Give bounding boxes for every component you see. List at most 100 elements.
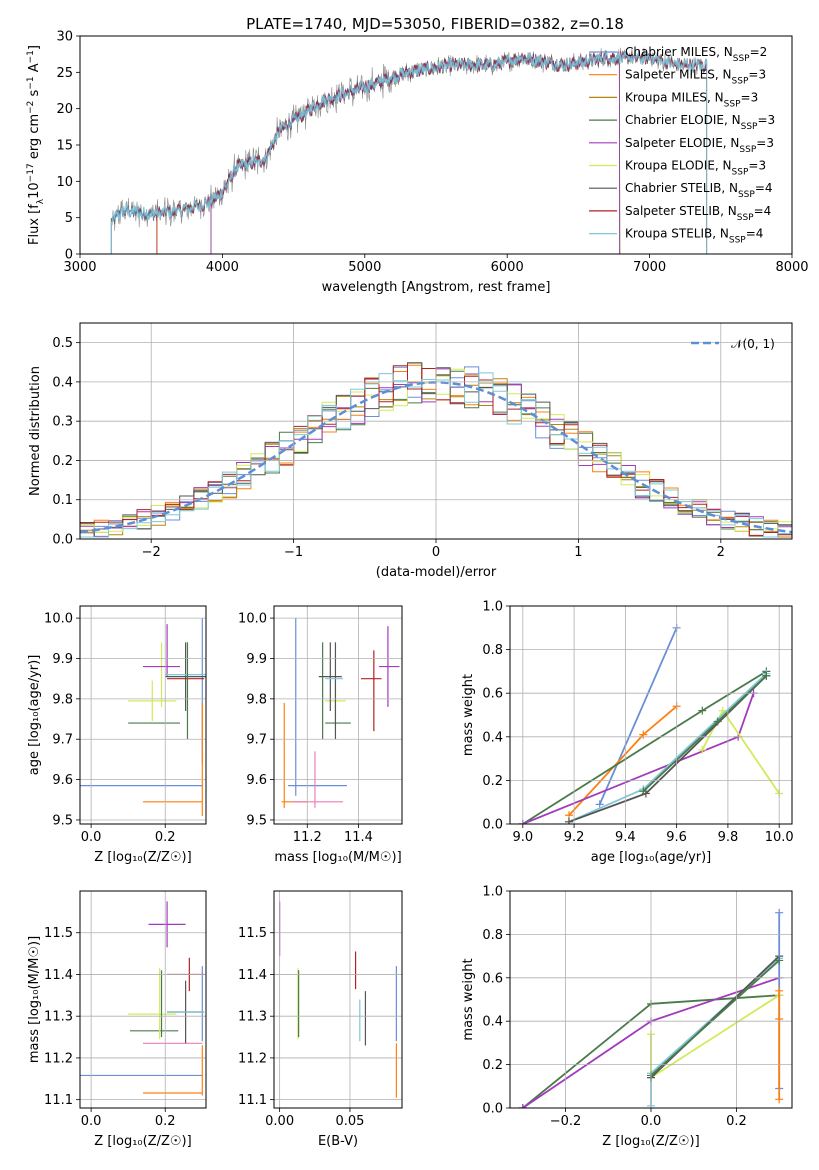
legend-text: Salpeter ELODIE, N (625, 136, 739, 150)
axes-frame (273, 605, 403, 825)
y-tick-label: 9.5 (246, 813, 267, 828)
y-tick-label: 0 (65, 248, 73, 263)
legend-subscript: SSP (724, 99, 741, 109)
y-axis-label: Flux [fλ10−17 erg cm−2 s−1 A−1] (26, 45, 46, 245)
x-tick-label: 11.2 (293, 830, 322, 845)
legend-text: Kroupa MILES, N (625, 90, 724, 104)
axes-frame (79, 322, 793, 540)
y-axis-label: Normed distribution (28, 366, 43, 496)
y-axis-label: mass [log₁₀(M/M☉)] (27, 936, 42, 1063)
x-tick-label: 0.00 (265, 1114, 294, 1129)
panel-mass_weight_vs_age: 9.0 9.2 9.4 9.6 9.8 10.0 0.0 0.2 0.4 0.6 0.8 1.0 age… (461, 600, 794, 866)
plus-marker (775, 956, 784, 965)
legend-text: Salpeter STELIB, N (625, 204, 737, 218)
y-tick-label: 0.8 (482, 928, 503, 943)
y-tick-label: 11.1 (44, 1093, 73, 1108)
legend-subscript: SSP (741, 122, 758, 132)
y-axis-label-part: −1 (26, 50, 36, 63)
plus-marker (595, 800, 604, 809)
y-tick-label: 11.5 (238, 926, 267, 941)
y-tick-label: 9.6 (52, 773, 73, 788)
y-tick-label: 0.1 (52, 493, 73, 508)
x-tick-label: 0.2 (155, 1114, 176, 1129)
panel-mass_weight_vs_Z: −0.2 0.0 0.2 0.0 0.2 0.4 0.6 0.8 1.0 Z [log₁₀(Z/Z… (461, 885, 793, 1149)
legend-label: Chabrier ELODIE, NSSP=3 (625, 113, 775, 132)
x-tick-label: 11.4 (344, 830, 373, 845)
legend-subscript: SSP (737, 213, 754, 223)
x-tick-label: 10.0 (765, 830, 794, 845)
y-axis-label-part: 10 (27, 182, 42, 199)
x-tick-label: 6000 (491, 260, 524, 275)
y-tick-label: 9.8 (52, 692, 73, 707)
legend-label: Salpeter ELODIE, NSSP=3 (625, 136, 774, 155)
legend-subscript: SSP (729, 236, 746, 246)
y-tick-label: 11.4 (44, 968, 73, 983)
y-axis-label-part: −1 (26, 76, 36, 89)
spectrum-data-line (111, 47, 707, 231)
y-tick-label: 9.8 (246, 692, 267, 707)
legend-label: Kroupa ELODIE, NSSP=3 (625, 159, 766, 178)
y-tick-label: 0.0 (482, 818, 503, 833)
y-tick-label: 0.2 (482, 1058, 503, 1073)
x-axis-label: (data-model)/error (376, 565, 497, 580)
legend-nssp: =2 (750, 45, 768, 59)
y-tick-label: 20 (56, 102, 73, 117)
plus-marker (775, 1095, 784, 1104)
y-tick-label: 11.2 (44, 1051, 73, 1066)
plus-marker (762, 671, 771, 680)
plot-area (80, 618, 206, 816)
legend-subscript: SSP (733, 54, 750, 64)
panel-mass_vs_Z: 0.0 0.2 11.1 11.2 11.3 11.4 11.5 Z [log₁₀(Z/Z☉)… (27, 890, 207, 1149)
y-tick-label: 0.8 (482, 643, 503, 658)
legend-label: Chabrier MILES, NSSP=2 (625, 45, 767, 64)
legend-nssp: =3 (756, 136, 774, 150)
legend-text: Chabrier STELIB, N (625, 181, 738, 195)
legend-nssp: =3 (741, 90, 759, 104)
x-tick-label: 9.6 (666, 830, 687, 845)
y-axis-label-part: erg cm (27, 114, 42, 163)
legend-subscript: SSP (738, 190, 755, 200)
y-tick-label: 0.4 (482, 1015, 503, 1030)
x-tick-label: 4000 (206, 260, 239, 275)
y-tick-label: 30 (56, 30, 73, 45)
plus-marker (639, 787, 648, 796)
x-axis-label: E(B-V) (318, 1134, 358, 1149)
x-axis-label: Z [log₁₀(Z/Z☉)] (602, 1134, 699, 1149)
plot-area (80, 901, 205, 1096)
plot-area (518, 623, 784, 824)
plus-marker (698, 706, 707, 715)
y-tick-label: 9.6 (246, 773, 267, 788)
y-tick-label: 1.0 (482, 885, 503, 900)
y-tick-label: 0.6 (482, 687, 503, 702)
spectrum-model-kroupa_stelib (110, 50, 708, 254)
x-tick-label: 2 (717, 545, 725, 560)
plus-marker (564, 817, 573, 824)
y-tick-label: 11.3 (44, 1010, 73, 1025)
legend-nssp: =3 (757, 113, 775, 127)
y-tick-label: 0.0 (52, 533, 73, 548)
spectrum-model-chabrier_elodie (210, 51, 621, 254)
plus-marker (518, 1104, 527, 1108)
y-tick-label: 9.5 (52, 813, 73, 828)
plus-marker (775, 908, 784, 917)
y-tick-label: 9.9 (52, 652, 73, 667)
y-tick-label: 0.3 (52, 415, 73, 430)
panel-spectrum: 3000 4000 5000 6000 7000 8000 0 5 10 15 20 25 30 wave… (26, 30, 809, 296)
plus-marker (775, 1015, 784, 1024)
x-tick-label: −2 (142, 545, 161, 560)
y-tick-label: 0.2 (482, 774, 503, 789)
mass-weight-line (650, 959, 780, 1077)
y-tick-label: 10.0 (44, 612, 73, 627)
x-tick-label: −1 (284, 545, 303, 560)
y-tick-label: 9.7 (52, 733, 73, 748)
legend-label: Salpeter STELIB, NSSP=4 (625, 204, 771, 223)
plus-marker (698, 745, 707, 754)
figure-title: PLATE=1740, MJD=53050, FIBERID=0382, z=0… (246, 15, 624, 33)
spectrum-model-salpeter_elodie (210, 51, 621, 254)
y-axis-label: mass weight (461, 674, 476, 756)
y-axis-label-part: s (27, 89, 42, 100)
legend-subscript: SSP (732, 77, 749, 87)
y-tick-label: 11.5 (44, 926, 73, 941)
panel-age_vs_Z: 0.0 0.2 9.5 9.6 9.7 9.8 9.9 10.0 Z [log₁₀(Z/Z☉)]… (27, 605, 207, 865)
